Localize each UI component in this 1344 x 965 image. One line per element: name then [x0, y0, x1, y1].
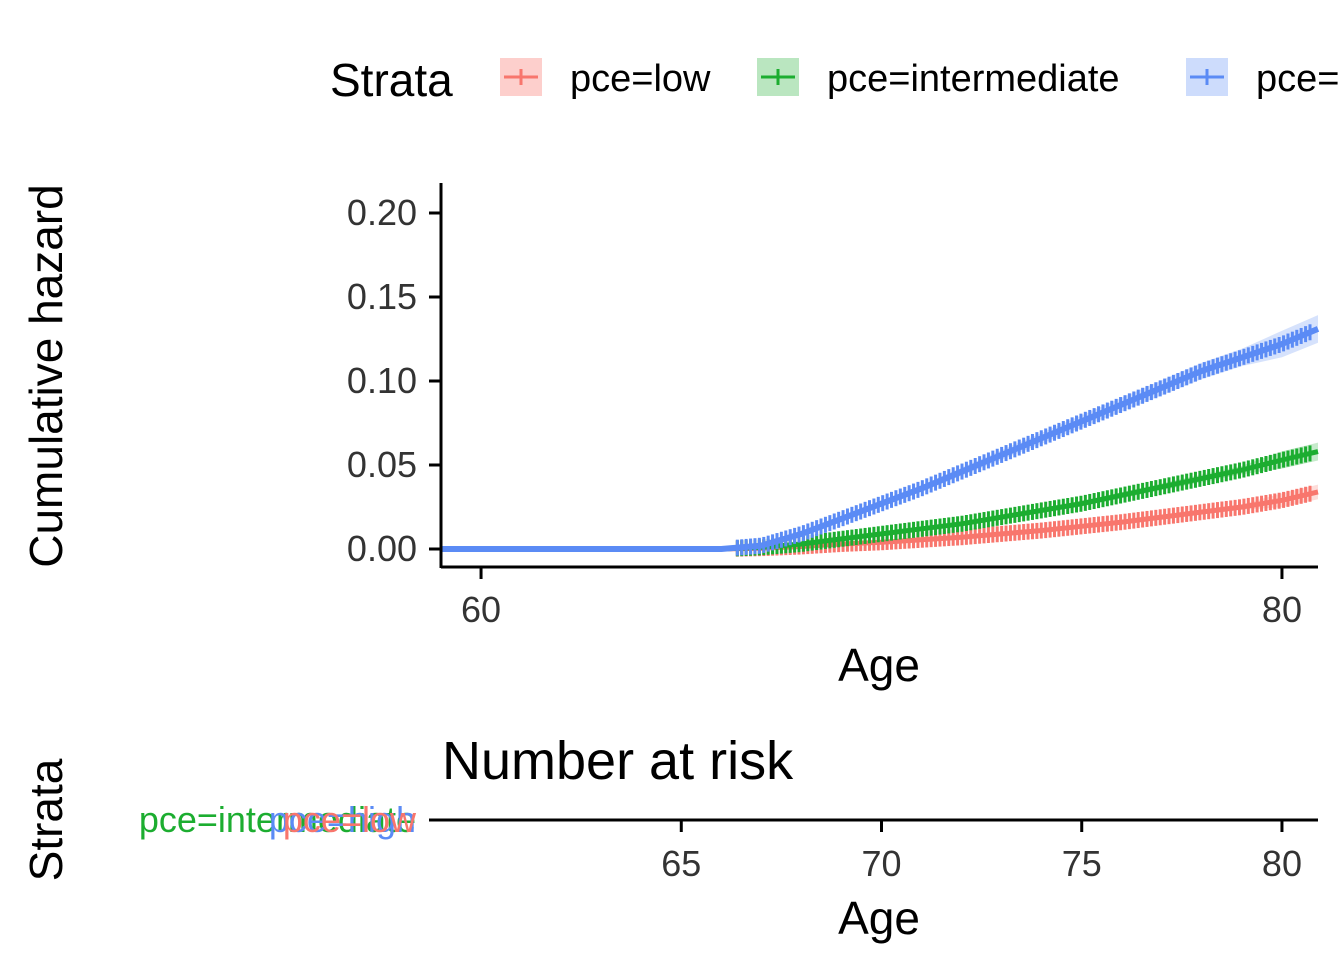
- risk-strata-label: pce=intermediate: [139, 799, 416, 840]
- series-pce=: [441, 315, 1320, 556]
- risk-table-x-title: Age: [838, 892, 920, 944]
- legend-label-high: pce=: [1256, 58, 1339, 100]
- risk-table-y-title: Strata: [20, 758, 72, 881]
- x-tick-label: 80: [1262, 589, 1302, 630]
- legend: Strata pce=low pce=intermediate pce=: [330, 54, 1339, 106]
- risk-x-tick-label: 80: [1262, 843, 1302, 884]
- series-pce=low: [441, 484, 1319, 557]
- risk-table-title: Number at risk: [442, 731, 794, 791]
- x-axis-title: Age: [838, 639, 920, 691]
- x-tick-label: 60: [461, 589, 501, 630]
- risk-strata-label: pce=low: [283, 799, 417, 840]
- y-axis-title: Cumulative hazard: [20, 184, 72, 568]
- y-tick-label: 0.15: [347, 276, 417, 317]
- legend-label-intermediate: pce=intermediate: [827, 58, 1120, 100]
- main-axis-ticks: 0.00 0.05 0.10 0.15 0.20 60 80: [347, 192, 1302, 630]
- risk-x-tick-label: 70: [861, 843, 901, 884]
- main-plot-series: [441, 315, 1320, 557]
- risk-table-ticks: 65 70 75 80: [661, 820, 1302, 884]
- risk-strata-label: pce=high: [269, 799, 416, 840]
- risk-x-tick-label: 65: [661, 843, 701, 884]
- y-tick-label: 0.20: [347, 192, 417, 233]
- y-tick-label: 0.00: [347, 528, 417, 569]
- risk-x-tick-label: 75: [1062, 843, 1102, 884]
- legend-label-low: pce=low: [570, 58, 711, 100]
- y-tick-label: 0.10: [347, 360, 417, 401]
- legend-title: Strata: [330, 54, 453, 106]
- y-tick-label: 0.05: [347, 444, 417, 485]
